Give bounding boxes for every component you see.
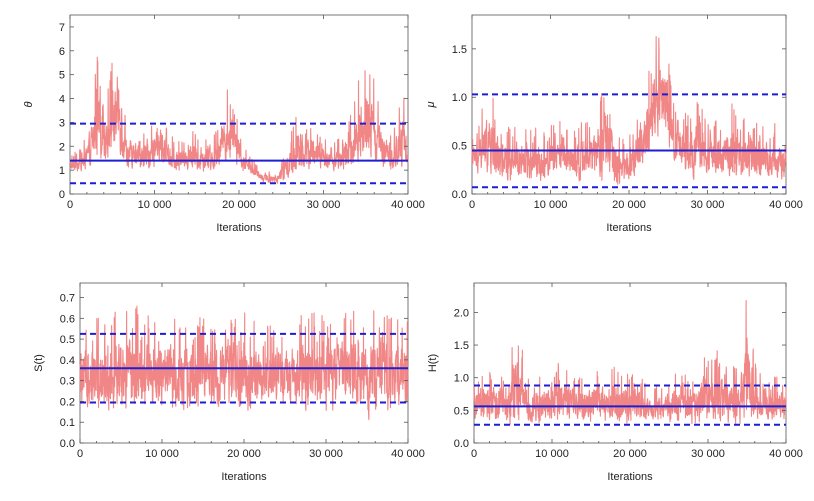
mcmc-trace-line [69, 56, 409, 184]
y-tick-label: 6 [59, 46, 65, 58]
mcmc-trace-line [473, 299, 787, 425]
y-tick-label: 1.5 [452, 44, 467, 56]
x-tick-label: 40 000 [391, 448, 425, 460]
y-tick-label: 7 [59, 22, 65, 34]
y-tick-label: 0.1 [60, 417, 75, 429]
x-tick-label: 40 000 [391, 199, 425, 211]
mcmc-trace-line [471, 36, 787, 185]
x-tick-label: 10 000 [535, 448, 569, 460]
y-tick-label: 0.0 [60, 438, 75, 450]
y-tick-label: 0.3 [60, 376, 75, 388]
plot-frame [473, 282, 787, 444]
x-tick-label: 30 000 [691, 199, 725, 211]
x-tick-label: 30 000 [307, 199, 341, 211]
x-tick-label: 10 000 [145, 448, 179, 460]
y-tick-label: 0.2 [60, 396, 75, 408]
x-axis-label: Iterations [216, 222, 262, 234]
y-tick-label: 0.5 [452, 141, 467, 153]
y-tick-label: 2.0 [454, 307, 469, 319]
x-tick-label: 20 000 [222, 199, 256, 211]
y-axis-label: S(t) [33, 354, 45, 372]
survival-trace-panel: 0 10 000 20 000 30 000 40 000 0.0 0.1 0.2 0.3 0.4… [33, 282, 425, 483]
y-tick-label: 0.0 [454, 438, 469, 450]
x-tick-label: 20 000 [227, 448, 261, 460]
y-tick-label: 0.5 [60, 334, 75, 346]
y-tick-label: 5 [59, 70, 65, 82]
hazard-trace-panel: 0 10 000 20 000 30 000 40 000 0.0 0.5 1.0 1.5 2.0… [427, 282, 803, 483]
x-axis-label: Iterations [221, 471, 267, 483]
y-tick-label: 2 [59, 141, 65, 153]
x-tick-label: 40 000 [769, 448, 803, 460]
y-tick-label: 0.6 [60, 313, 75, 325]
y-tick-label: 1.5 [454, 340, 469, 352]
x-tick-label: 0 [77, 448, 83, 460]
x-tick-label: 20 000 [612, 199, 646, 211]
plot-frame [69, 14, 409, 195]
x-tick-label: 0 [469, 199, 475, 211]
y-tick-label: 0.4 [60, 355, 75, 367]
y-tick-label: 1.0 [454, 373, 469, 385]
y-tick-label: 1.0 [452, 92, 467, 104]
y-axis-label: μ [425, 101, 437, 108]
x-axis-label: Iterations [606, 222, 652, 234]
x-tick-label: 10 000 [534, 199, 568, 211]
x-tick-label: 0 [471, 448, 477, 460]
y-tick-label: 0.7 [60, 293, 75, 305]
x-tick-label: 40 000 [769, 199, 803, 211]
mcmc-trace-line [79, 305, 409, 421]
y-axis-label: θ [23, 101, 35, 107]
x-tick-label: 20 000 [613, 448, 647, 460]
x-tick-label: 30 000 [691, 448, 725, 460]
y-axis-label: H(t) [427, 354, 439, 372]
y-tick-label: 1 [59, 165, 65, 177]
y-tick-label: 0.5 [454, 405, 469, 417]
x-tick-label: 10 000 [138, 199, 172, 211]
x-axis-label: Iterations [607, 471, 653, 483]
mu-trace-panel: 0 10 000 20 000 30 000 40 000 0.0 0.5 1.0 1.5 Ite… [425, 14, 803, 234]
y-tick-label: 3 [59, 117, 65, 129]
x-tick-label: 30 000 [309, 448, 343, 460]
y-tick-label: 0.0 [452, 189, 467, 201]
y-tick-label: 0 [59, 189, 65, 201]
x-tick-label: 0 [67, 199, 73, 211]
theta-trace-panel: 0 10 000 20 000 30 000 40 000 0 1 2 3 4 5 6 7 Iterati… [23, 14, 425, 234]
y-tick-label: 4 [59, 94, 65, 106]
